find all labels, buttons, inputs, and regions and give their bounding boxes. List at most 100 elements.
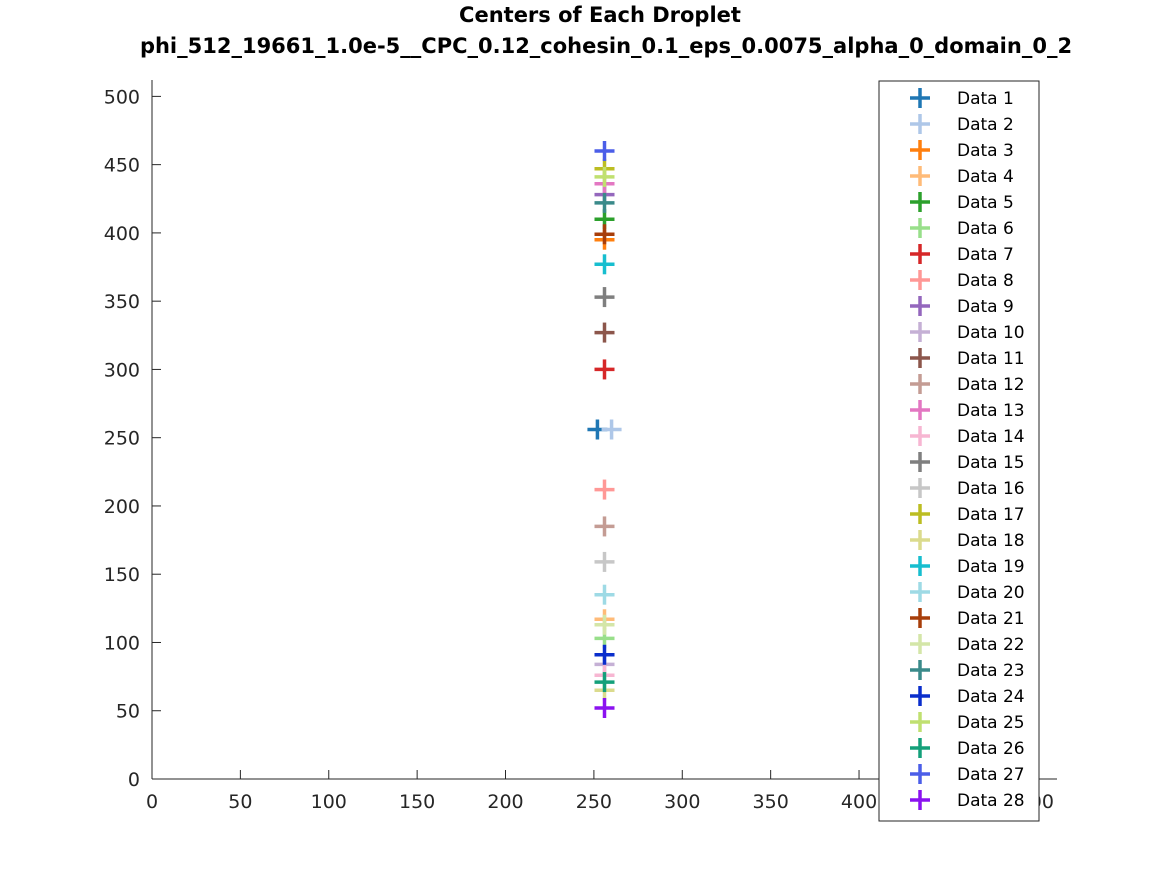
legend-entry: Data 14 [910,426,1025,447]
y-tick-label: 200 [104,496,140,518]
y-tick-label: 450 [104,155,140,177]
data-point-26 [594,672,615,693]
legend-label: Data 17 [957,505,1025,525]
data-point-11 [594,322,615,343]
legend-entry: Data 5 [910,192,1014,213]
data-point-24 [594,644,615,665]
legend-entry: Data 9 [910,296,1014,317]
legend-label: Data 1 [957,89,1014,109]
legend-label: Data 9 [957,297,1014,317]
legend-entry: Data 17 [910,504,1025,525]
legend-entry: Data 19 [910,556,1025,577]
legend-entry: Data 26 [910,738,1025,759]
legend-label: Data 16 [957,479,1025,499]
legend-label: Data 28 [957,791,1025,811]
data-point-28 [594,698,615,719]
legend-label: Data 20 [957,583,1025,603]
legend-entry: Data 13 [910,400,1025,421]
data-point-12 [594,516,615,537]
legend-entry: Data 1 [910,88,1014,109]
legend-label: Data 24 [957,687,1025,707]
legend-label: Data 8 [957,271,1014,291]
legend-entry: Data 10 [910,322,1025,343]
legend-label: Data 3 [957,141,1014,161]
legend-label: Data 27 [957,765,1025,785]
legend-entry: Data 11 [910,348,1025,369]
y-tick-label: 350 [104,291,140,313]
y-tick-label: 250 [104,428,140,450]
legend-entry: Data 8 [910,270,1014,291]
data-point-21 [594,224,615,245]
legend-label: Data 2 [957,115,1014,135]
data-point-27 [594,140,615,161]
y-tick-label: 300 [104,359,140,381]
legend-label: Data 18 [957,531,1025,551]
y-axis-ticks: 0 50 100 150 200 250 300 350 400 450 500 [104,86,161,791]
legend-entry: Data 16 [910,478,1025,499]
data-markers [587,140,622,719]
data-point-7 [594,359,615,380]
x-tick-label: 150 [399,791,435,813]
plot-area: 0 50 100 150 200 250 300 350 400 450 500 0 50 100 150… [104,80,1057,813]
y-tick-label: 500 [104,86,140,108]
legend-entry: Data 3 [910,140,1014,161]
x-tick-label: 350 [753,791,789,813]
data-point-20 [594,584,615,605]
legend-entry: Data 18 [910,530,1025,551]
x-tick-label: 0 [146,791,158,813]
legend-entry: Data 7 [910,244,1014,265]
legend-label: Data 22 [957,635,1025,655]
legend-label: Data 4 [957,167,1014,187]
data-point-25 [594,166,615,187]
legend-entry: Data 24 [910,686,1025,707]
data-point-19 [594,254,615,275]
legend-entry: Data 23 [910,660,1025,681]
legend: Data 1 Data 2 Data 3 Data 4 Data 5 Data 6 Data… [878,80,1040,822]
x-tick-label: 100 [311,791,347,813]
data-point-23 [594,192,615,213]
legend-label: Data 21 [957,609,1025,629]
legend-label: Data 23 [957,661,1025,681]
chart-subtitle: phi_512_19661_1.0e-5__CPC_0.12_cohesin_0… [140,34,1072,58]
data-point-16 [594,551,615,572]
x-tick-label: 200 [487,791,523,813]
legend-label: Data 5 [957,193,1014,213]
y-tick-label: 400 [104,223,140,245]
legend-entry: Data 6 [910,218,1014,239]
legend-entry: Data 22 [910,634,1025,655]
data-point-22 [594,614,615,635]
data-point-15 [594,287,615,308]
legend-entry: Data 28 [910,790,1025,811]
legend-entry: Data 27 [910,764,1025,785]
legend-label: Data 15 [957,453,1025,473]
legend-entry: Data 21 [910,608,1025,629]
legend-label: Data 10 [957,323,1025,343]
legend-label: Data 11 [957,349,1025,369]
legend-label: Data 14 [957,427,1025,447]
legend-label: Data 13 [957,401,1025,421]
chart-title: Centers of Each Droplet [459,3,741,27]
legend-entry: Data 25 [910,712,1025,733]
legend-label: Data 6 [957,219,1014,239]
y-tick-label: 150 [104,564,140,586]
legend-label: Data 7 [957,245,1014,265]
x-tick-label: 300 [664,791,700,813]
y-tick-label: 0 [128,769,140,791]
legend-entry: Data 4 [910,166,1014,187]
data-point-2 [601,419,622,440]
legend-box [878,80,1040,822]
data-point-8 [594,479,615,500]
legend-entry: Data 20 [910,582,1025,603]
legend-label: Data 25 [957,713,1025,733]
x-tick-label: 250 [576,791,612,813]
legend-label: Data 19 [957,557,1025,577]
x-tick-label: 400 [841,791,877,813]
legend-entry: Data 15 [910,452,1025,473]
legend-entry: Data 2 [910,114,1014,135]
legend-label: Data 26 [957,739,1025,759]
y-tick-label: 100 [104,632,140,654]
y-tick-label: 50 [116,701,140,723]
x-tick-label: 50 [228,791,252,813]
legend-label: Data 12 [957,375,1025,395]
